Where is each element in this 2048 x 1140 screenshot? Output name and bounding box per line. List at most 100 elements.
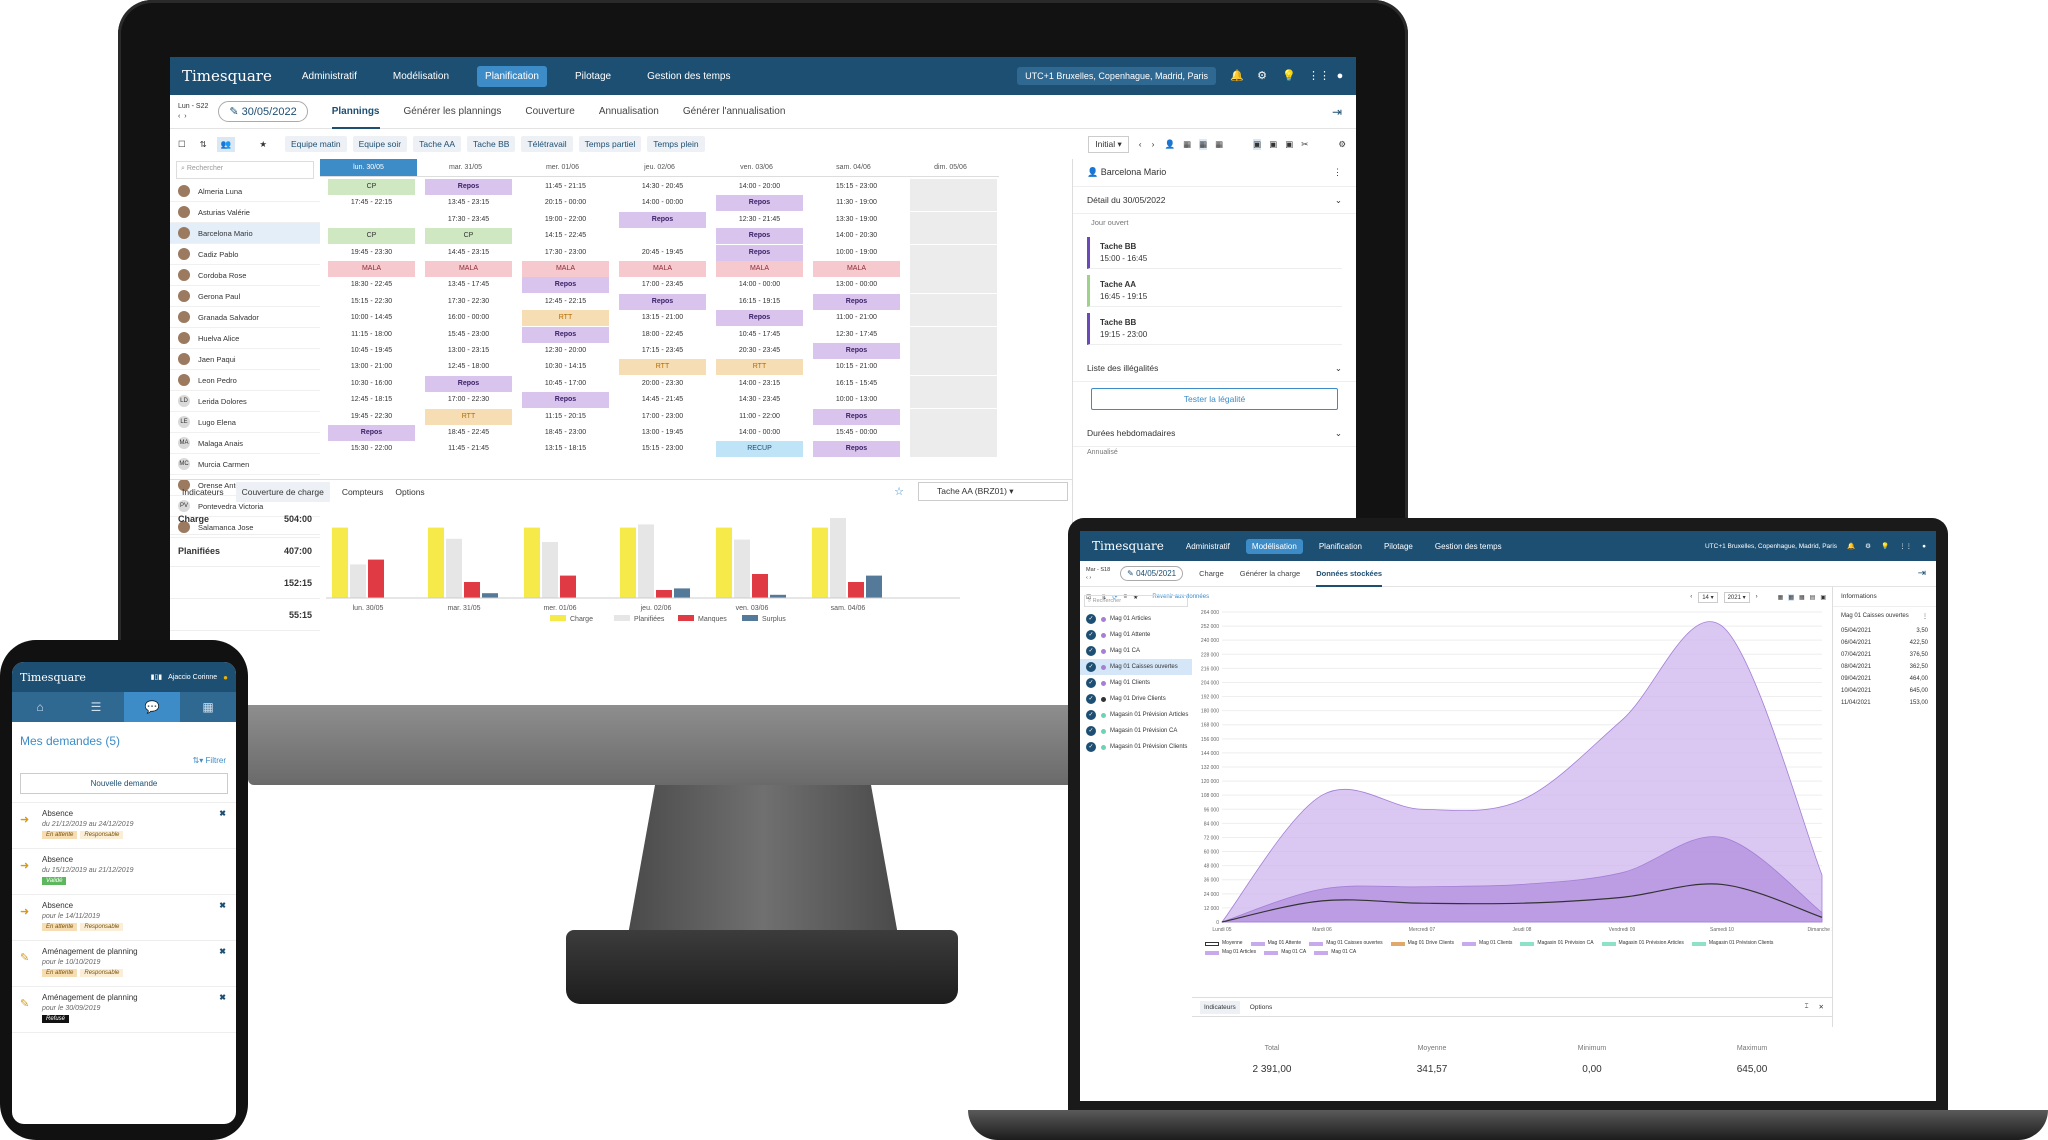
tab-charge[interactable]: Charge xyxy=(1199,568,1224,578)
schedule-cell[interactable]: RECUP xyxy=(716,441,803,458)
reset-data-link[interactable]: Revenir aux données xyxy=(1152,594,1210,600)
schedule-cell[interactable]: MALA xyxy=(425,261,512,277)
schedule-cell[interactable]: 20:15 - 00:00 xyxy=(522,195,609,211)
day-header[interactable]: lun. 30/05 xyxy=(320,159,417,177)
employee-row[interactable]: Huelva Alice xyxy=(170,328,320,349)
year-select[interactable]: 2021 ▾ xyxy=(1723,591,1750,603)
employee-row[interactable]: PV Pontevedra Victoria xyxy=(170,496,320,517)
schedule-cell[interactable] xyxy=(910,326,997,343)
gear-icon[interactable]: ⚙ xyxy=(1257,70,1267,82)
schedule-cell[interactable]: Repos xyxy=(425,179,512,195)
schedule-cell[interactable]: Repos xyxy=(522,392,609,409)
more-icon[interactable]: ⋮ xyxy=(1333,167,1342,177)
request-item[interactable]: ➜ Absence du 21/12/2019 au 24/12/2019 En at… xyxy=(12,803,236,849)
checkbox-checked-icon[interactable]: ✓ xyxy=(1086,630,1096,640)
schedule-cell[interactable]: 14:00 - 00:00 xyxy=(716,425,803,441)
bar-planifiées[interactable] xyxy=(638,524,654,598)
pin-icon[interactable]: ⌶ xyxy=(1804,1003,1809,1010)
schedule-cell[interactable]: 17:00 - 22:30 xyxy=(425,392,512,408)
panel-view-1-icon[interactable]: ▣ xyxy=(1253,138,1262,150)
calendar-day-icon[interactable]: ▦ xyxy=(1777,594,1784,601)
tab-indicateurs[interactable]: Indicateurs xyxy=(182,486,224,497)
chip-tache-aa[interactable]: Tache AA xyxy=(413,136,462,152)
apps-grid-icon[interactable]: ⋮⋮ xyxy=(1308,70,1330,82)
schedule-cell[interactable]: 12:45 - 18:00 xyxy=(425,359,512,375)
nav-modelisation[interactable]: Modélisation xyxy=(392,70,450,82)
schedule-cell[interactable]: 13:00 - 23:15 xyxy=(425,343,512,359)
date-picker[interactable]: ✎ 04/05/2021 xyxy=(1120,566,1184,581)
request-item[interactable]: ➜ Absence pour le 14/11/2019 En attente Resp… xyxy=(12,895,236,941)
legend-item[interactable]: Magasin 01 Prévision Articles xyxy=(1601,939,1684,948)
select-all-checkbox[interactable]: ☑ xyxy=(1086,594,1092,601)
prev-week-icon[interactable]: ‹ xyxy=(178,112,181,120)
chip-equipe-soir[interactable]: Equipe soir xyxy=(352,136,408,152)
schedule-cell[interactable]: 11:30 - 19:00 xyxy=(813,195,900,211)
schedule-cell[interactable]: CP xyxy=(328,228,415,245)
bell-icon[interactable]: 🔔 xyxy=(1230,70,1244,82)
new-request-button[interactable]: Nouvelle demande xyxy=(20,773,228,794)
schedule-cell[interactable]: 12:45 - 18:15 xyxy=(328,392,415,408)
schedule-cell[interactable]: 15:30 - 22:00 xyxy=(328,441,415,457)
employee-row[interactable]: Gerona Paul xyxy=(170,286,320,307)
next-week-icon[interactable]: › xyxy=(1089,574,1092,581)
legend-item[interactable]: Mag 01 Attente xyxy=(1250,939,1301,948)
checkbox-checked-icon[interactable]: ✓ xyxy=(1086,742,1096,752)
schedule-cell[interactable]: Repos xyxy=(522,277,609,294)
schedule-cell[interactable] xyxy=(910,293,997,310)
schedule-cell[interactable]: 15:45 - 23:00 xyxy=(425,327,512,343)
bar-manques[interactable] xyxy=(752,574,768,598)
chip-temps-partiel[interactable]: Temps partiel xyxy=(578,136,642,152)
bar-planifiées[interactable] xyxy=(542,542,558,598)
schedule-cell[interactable]: 20:45 - 19:45 xyxy=(619,245,706,261)
series-item[interactable]: ✓ Magasin 01 Prévision Clients xyxy=(1080,739,1192,755)
lightbulb-icon[interactable]: 💡 xyxy=(1880,543,1890,550)
schedule-cell[interactable]: 18:00 - 22:45 xyxy=(619,327,706,343)
calendar-day-icon[interactable]: ▦ xyxy=(1183,138,1192,149)
timezone-select[interactable]: UTC+1 Bruxelles, Copenhague, Madrid, Par… xyxy=(1704,542,1838,550)
nav-planification[interactable]: Planification xyxy=(1318,541,1362,551)
checkbox-checked-icon[interactable]: ✓ xyxy=(1086,678,1096,688)
schedule-cell[interactable]: 11:45 - 21:15 xyxy=(522,179,609,195)
schedule-cell[interactable]: 10:45 - 19:45 xyxy=(328,343,415,359)
schedule-cell[interactable]: Repos xyxy=(716,228,803,245)
bar-planifiées[interactable] xyxy=(350,564,366,598)
schedule-cell[interactable]: 17:45 - 22:15 xyxy=(328,195,415,211)
tab-options[interactable]: Options xyxy=(1249,1003,1273,1011)
favorite-icon[interactable]: ☆ xyxy=(894,486,904,498)
tab-donnees-stockees[interactable]: Données stockées xyxy=(1316,561,1383,587)
checkbox-checked-icon[interactable]: ✓ xyxy=(1086,710,1096,720)
legend-item[interactable]: Mag 01 Articles xyxy=(1205,948,1256,957)
more-icon[interactable]: ⋮ xyxy=(1922,614,1928,620)
tab-plannings[interactable]: Plannings xyxy=(331,95,380,129)
schedule-cell[interactable] xyxy=(910,228,997,245)
line-series-moyenne[interactable] xyxy=(1221,883,1823,923)
schedule-cell[interactable]: 19:00 - 22:00 xyxy=(522,212,609,228)
bar-charge[interactable] xyxy=(812,527,828,598)
bar-charge[interactable] xyxy=(332,527,348,598)
series-item[interactable]: ✓ Mag 01 Articles xyxy=(1080,611,1192,627)
legend-item[interactable]: Mag 01 Drive Clients xyxy=(1390,939,1454,948)
next-week-icon[interactable]: › xyxy=(184,112,187,120)
schedule-cell[interactable]: Repos xyxy=(813,343,900,359)
calendar-month-icon[interactable]: ▦ xyxy=(1798,594,1805,601)
sort-icon[interactable]: ⇅ xyxy=(199,138,207,149)
schedule-cell[interactable]: 20:30 - 23:45 xyxy=(716,343,803,359)
series-item[interactable]: ✓ Mag 01 CA xyxy=(1080,643,1192,659)
nav-pilotage[interactable]: Pilotage xyxy=(1383,541,1413,551)
schedule-cell[interactable]: 16:15 - 15:45 xyxy=(813,376,900,392)
area-series[interactable] xyxy=(1221,621,1823,923)
phone-user[interactable]: Ajaccio Corinne xyxy=(168,673,218,681)
tab-options[interactable]: Options xyxy=(395,486,425,497)
schedule-cell[interactable]: 14:30 - 23:45 xyxy=(716,392,803,408)
apps-grid-icon[interactable]: ⋮⋮ xyxy=(1899,543,1913,550)
schedule-cell[interactable]: Repos xyxy=(619,211,706,228)
bar-surplus[interactable] xyxy=(770,594,786,598)
schedule-cell[interactable]: 10:45 - 17:00 xyxy=(522,376,609,392)
employee-row[interactable]: Granada Salvador xyxy=(170,307,320,328)
group-icon[interactable]: 👥 xyxy=(216,136,236,152)
calendar-month-icon[interactable]: ▦ xyxy=(1215,138,1224,149)
schedule-cell[interactable] xyxy=(619,228,706,244)
calendar-week-icon[interactable]: ▦ xyxy=(1199,138,1208,150)
schedule-cell[interactable] xyxy=(910,277,997,294)
schedule-cell[interactable] xyxy=(910,244,997,261)
